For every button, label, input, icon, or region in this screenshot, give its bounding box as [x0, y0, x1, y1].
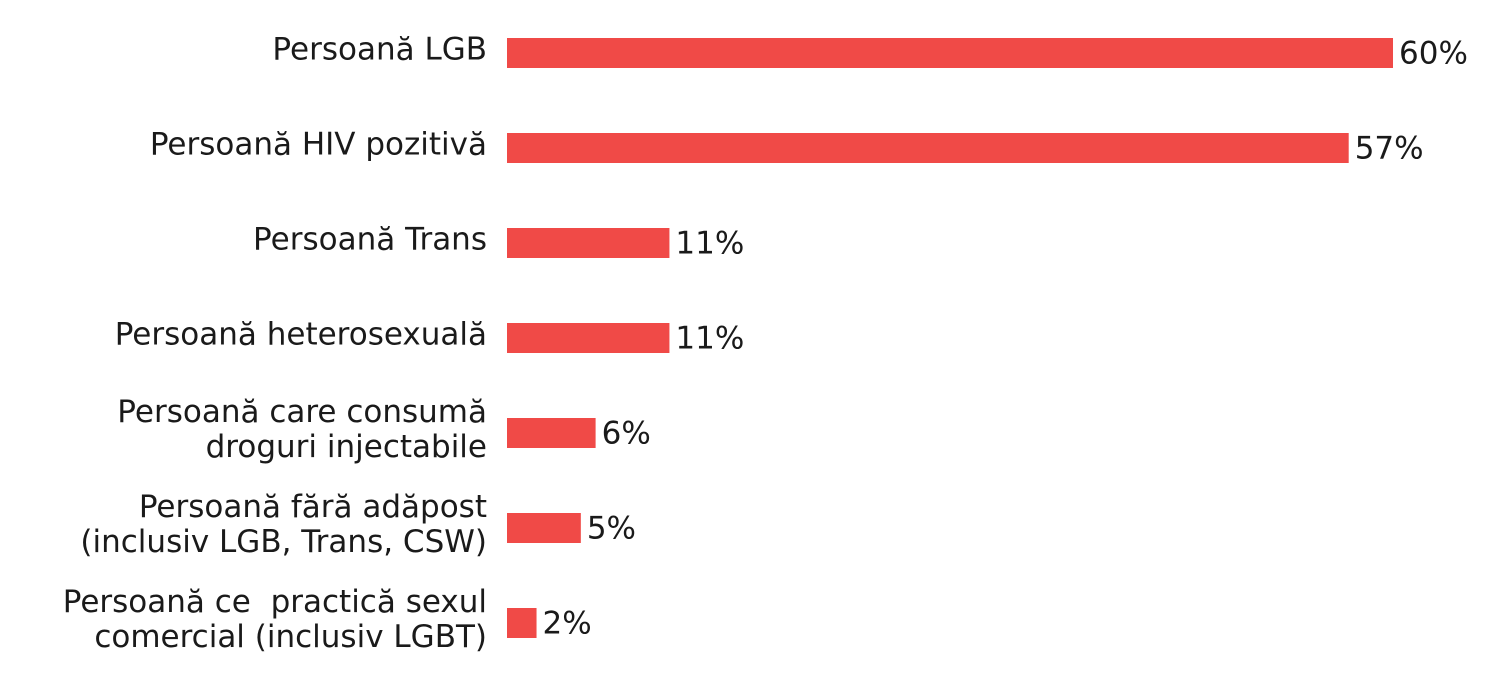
value-label: 6% — [602, 416, 651, 452]
category-label: Persoană LGB — [272, 32, 487, 68]
category-label: Persoană care consumă — [117, 394, 487, 430]
category-label: Persoană ce practică sexul — [63, 584, 487, 620]
value-label: 2% — [543, 606, 592, 642]
category-label: Persoană fără adăpost — [139, 489, 487, 525]
category-label: Persoană Trans — [253, 222, 487, 258]
bar — [507, 133, 1349, 163]
value-label: 57% — [1355, 131, 1424, 167]
category-label: (inclusiv LGB, Trans, CSW) — [80, 524, 487, 560]
bar — [507, 323, 670, 353]
bar — [507, 228, 670, 258]
bar — [507, 513, 581, 543]
bar — [507, 418, 596, 448]
bar — [507, 608, 537, 638]
category-label: Persoană heterosexuală — [115, 317, 487, 353]
bar — [507, 38, 1393, 68]
value-label: 11% — [675, 226, 744, 262]
value-label: 5% — [587, 511, 636, 547]
category-label: comercial (inclusiv LGBT) — [94, 619, 487, 655]
value-label: 60% — [1399, 36, 1468, 72]
category-label: droguri injectabile — [206, 429, 487, 465]
category-label: Persoană HIV pozitivă — [150, 127, 487, 163]
value-label: 11% — [675, 321, 744, 357]
